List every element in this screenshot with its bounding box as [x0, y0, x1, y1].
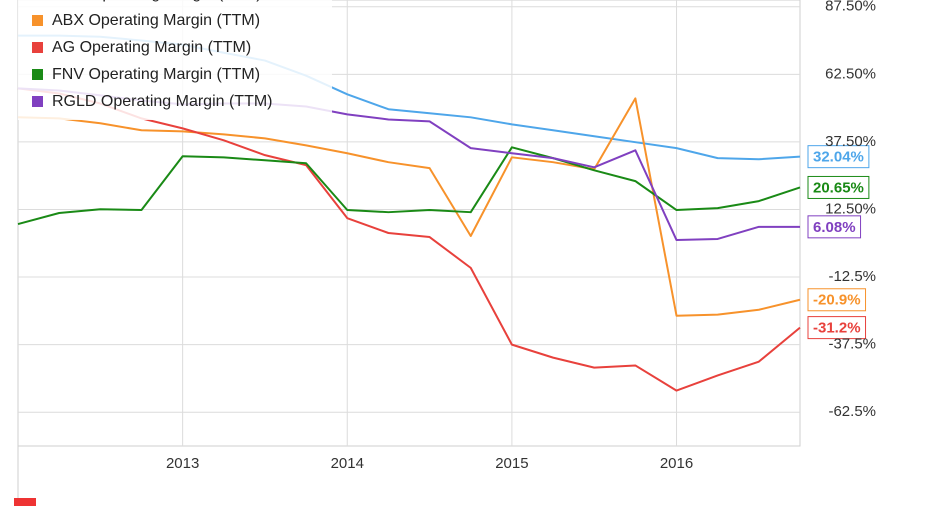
value-label-box [807, 145, 870, 169]
value-label-box [807, 316, 867, 340]
legend-label: ABX Operating Margin (TTM) [52, 12, 260, 29]
y-tick-label: 37.50% [825, 133, 876, 150]
y-tick-label: 87.50% [825, 0, 876, 15]
legend-label: FNV Operating Margin (TTM) [52, 66, 260, 83]
legend-label: AG Operating Margin (TTM) [52, 39, 251, 56]
y-tick-label: 12.50% [825, 200, 876, 217]
legend-swatch [32, 42, 43, 53]
y-tick-label: -12.5% [828, 268, 876, 285]
series-line [17, 97, 801, 317]
value-label: 20.65% [813, 179, 864, 196]
legend-box [18, 0, 332, 120]
y-tick-label: -37.5% [828, 336, 876, 353]
legend-swatch [32, 69, 43, 80]
x-tick-label: 2014 [331, 455, 364, 472]
series-line [17, 146, 801, 226]
x-tick-label: 2015 [495, 455, 528, 472]
series-line [17, 87, 801, 392]
legend: SLW Operating Margin (TTM) ABX Operating … [18, 0, 332, 120]
labels: 32.04% 20.65% 6.08% -20.9% -31.2% [807, 145, 870, 340]
legend-swatch [32, 96, 43, 107]
legend-label: SLW Operating Margin (TTM) [52, 0, 262, 2]
legend-swatch [32, 15, 43, 26]
value-label: 32.04% [813, 149, 864, 166]
value-label-box [807, 215, 862, 239]
y-tick-label: -62.5% [828, 403, 876, 420]
logo [14, 498, 36, 506]
legend-label: RGLD Operating Margin (TTM) [52, 93, 273, 110]
value-label-box [807, 288, 867, 312]
value-label: -20.9% [813, 292, 861, 309]
y-tick-label: 62.50% [825, 65, 876, 82]
value-label: -31.2% [813, 320, 861, 337]
x-tick-label: 2016 [660, 455, 693, 472]
value-label: 6.08% [813, 219, 856, 236]
x-tick-label: 2013 [166, 455, 199, 472]
value-label-box [807, 175, 870, 199]
